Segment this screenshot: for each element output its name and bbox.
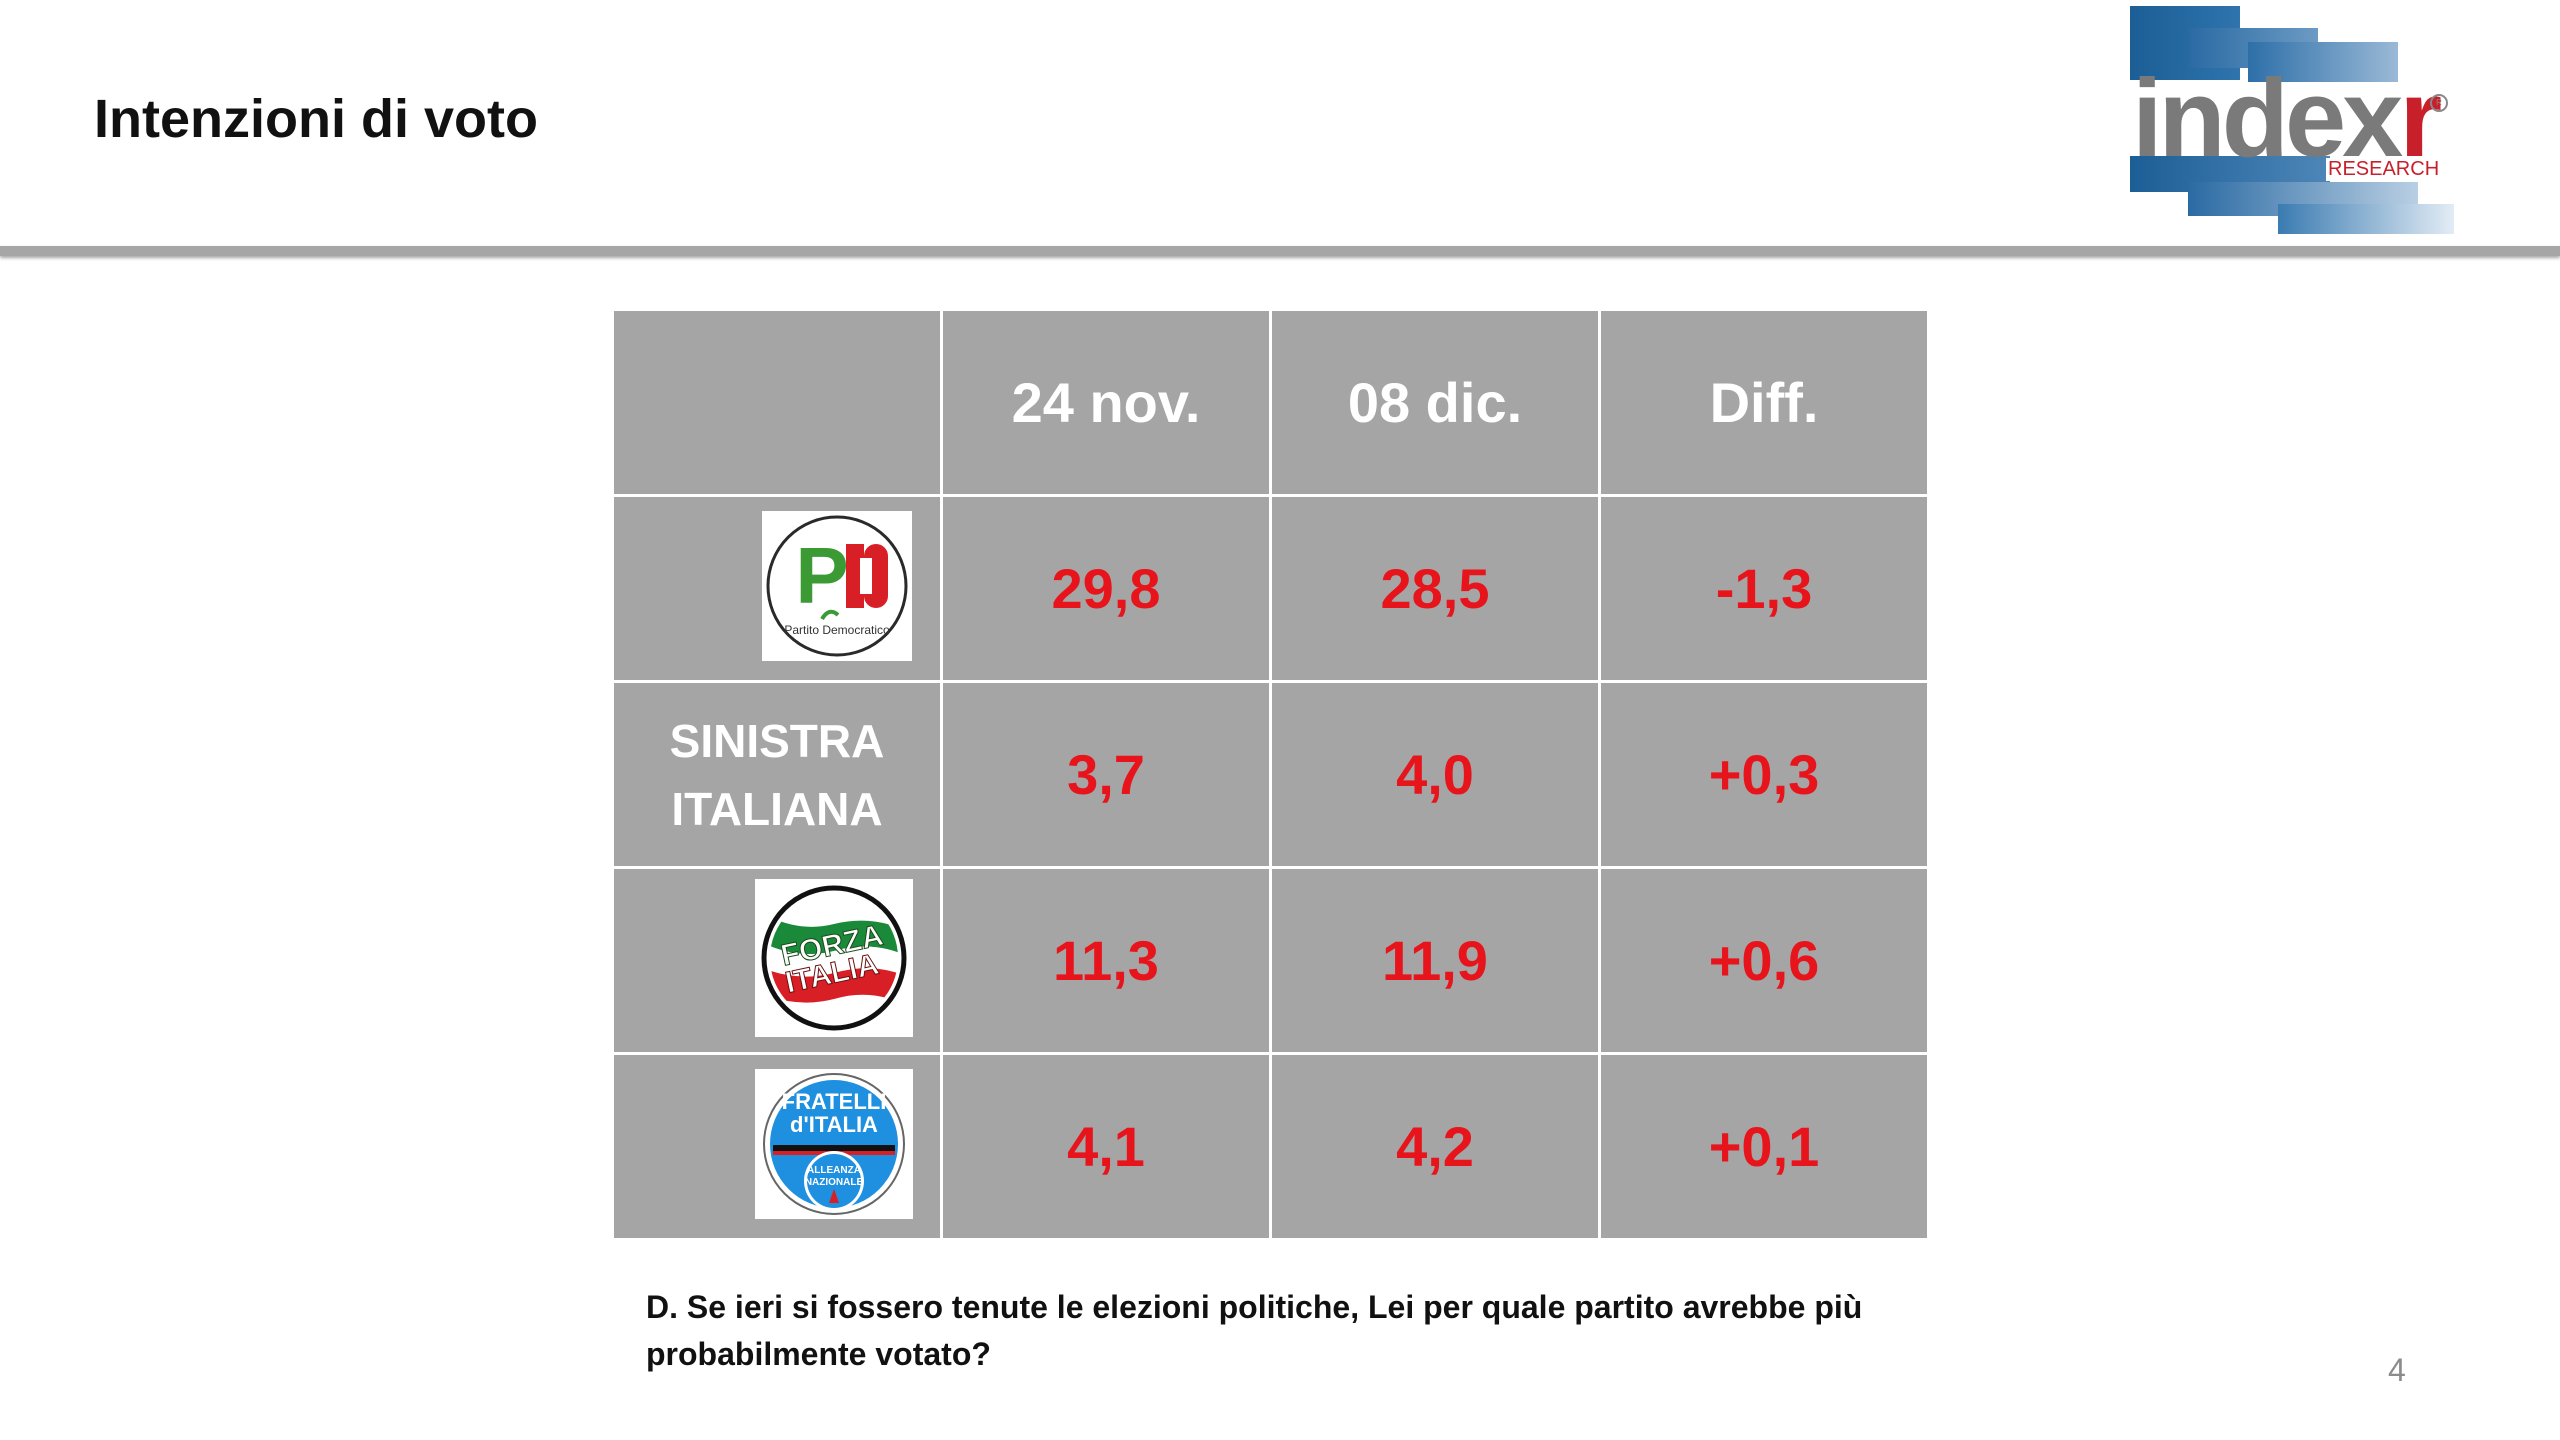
- page-title: Intenzioni di voto: [94, 89, 538, 149]
- value-cell: 4,0: [1269, 680, 1601, 869]
- value-cell: 4,1: [940, 1052, 1272, 1238]
- survey-question: D. Se ieri si fossero tenute le elezioni…: [646, 1289, 1863, 1372]
- party-cell: FRATELLI d'ITALIA ALLEANZA NAZIONALE: [614, 1052, 943, 1238]
- registered-mark-icon: R: [2430, 94, 2448, 112]
- party-label: SINISTRA ITALIANA: [614, 680, 943, 869]
- value-cell: 29,8: [940, 494, 1272, 683]
- value-cell: +0,1: [1598, 1052, 1927, 1238]
- table-row: P Partito Democratico 29,8 28,5 -1,3: [614, 494, 1927, 683]
- table-row: FORZA ITALIA 11,3 11,9 +0,6: [614, 866, 1927, 1055]
- value-cell: 11,9: [1269, 866, 1601, 1055]
- value-cell: 3,7: [940, 680, 1272, 869]
- svg-text:FRATELLI: FRATELLI: [782, 1089, 887, 1114]
- column-header: Diff.: [1598, 311, 1927, 497]
- column-header: 24 nov.: [940, 311, 1272, 497]
- poll-table: 24 nov. 08 dic. Diff. P Partito Democrat…: [614, 311, 1927, 1238]
- value-cell: +0,3: [1598, 680, 1927, 869]
- pd-logo: P Partito Democratico: [762, 511, 912, 661]
- column-header: 08 dic.: [1269, 311, 1601, 497]
- svg-text:P: P: [795, 531, 848, 620]
- page-number: 4: [2388, 1352, 2406, 1388]
- party-cell: FORZA ITALIA: [614, 866, 943, 1055]
- svg-text:ALLEANZA: ALLEANZA: [807, 1165, 861, 1176]
- svg-text:NAZIONALE: NAZIONALE: [805, 1177, 864, 1188]
- value-cell: 4,2: [1269, 1052, 1601, 1238]
- header-divider: [0, 246, 2560, 256]
- value-cell: 28,5: [1269, 494, 1601, 683]
- fratelli-d-italia-logo: FRATELLI d'ITALIA ALLEANZA NAZIONALE: [755, 1069, 913, 1219]
- header-empty-cell: [614, 311, 943, 497]
- party-cell: P Partito Democratico: [614, 494, 943, 683]
- table-row: SINISTRA ITALIANA 3,7 4,0 +0,3: [614, 680, 1927, 869]
- svg-text:Partito Democratico: Partito Democratico: [784, 623, 890, 637]
- value-cell: -1,3: [1598, 494, 1927, 683]
- value-cell: 11,3: [940, 866, 1272, 1055]
- brand-tagline: RESEARCH: [2326, 158, 2442, 181]
- svg-text:d'ITALIA: d'ITALIA: [790, 1112, 878, 1137]
- table-header-row: 24 nov. 08 dic. Diff.: [614, 311, 1927, 497]
- forza-italia-logo: FORZA ITALIA: [755, 879, 913, 1037]
- brand-wordmark: indexr: [2132, 57, 2442, 180]
- value-cell: +0,6: [1598, 866, 1927, 1055]
- table-row: FRATELLI d'ITALIA ALLEANZA NAZIONALE 4,1…: [614, 1052, 1927, 1238]
- indexr-research-logo: indexr R RESEARCH: [2128, 6, 2454, 234]
